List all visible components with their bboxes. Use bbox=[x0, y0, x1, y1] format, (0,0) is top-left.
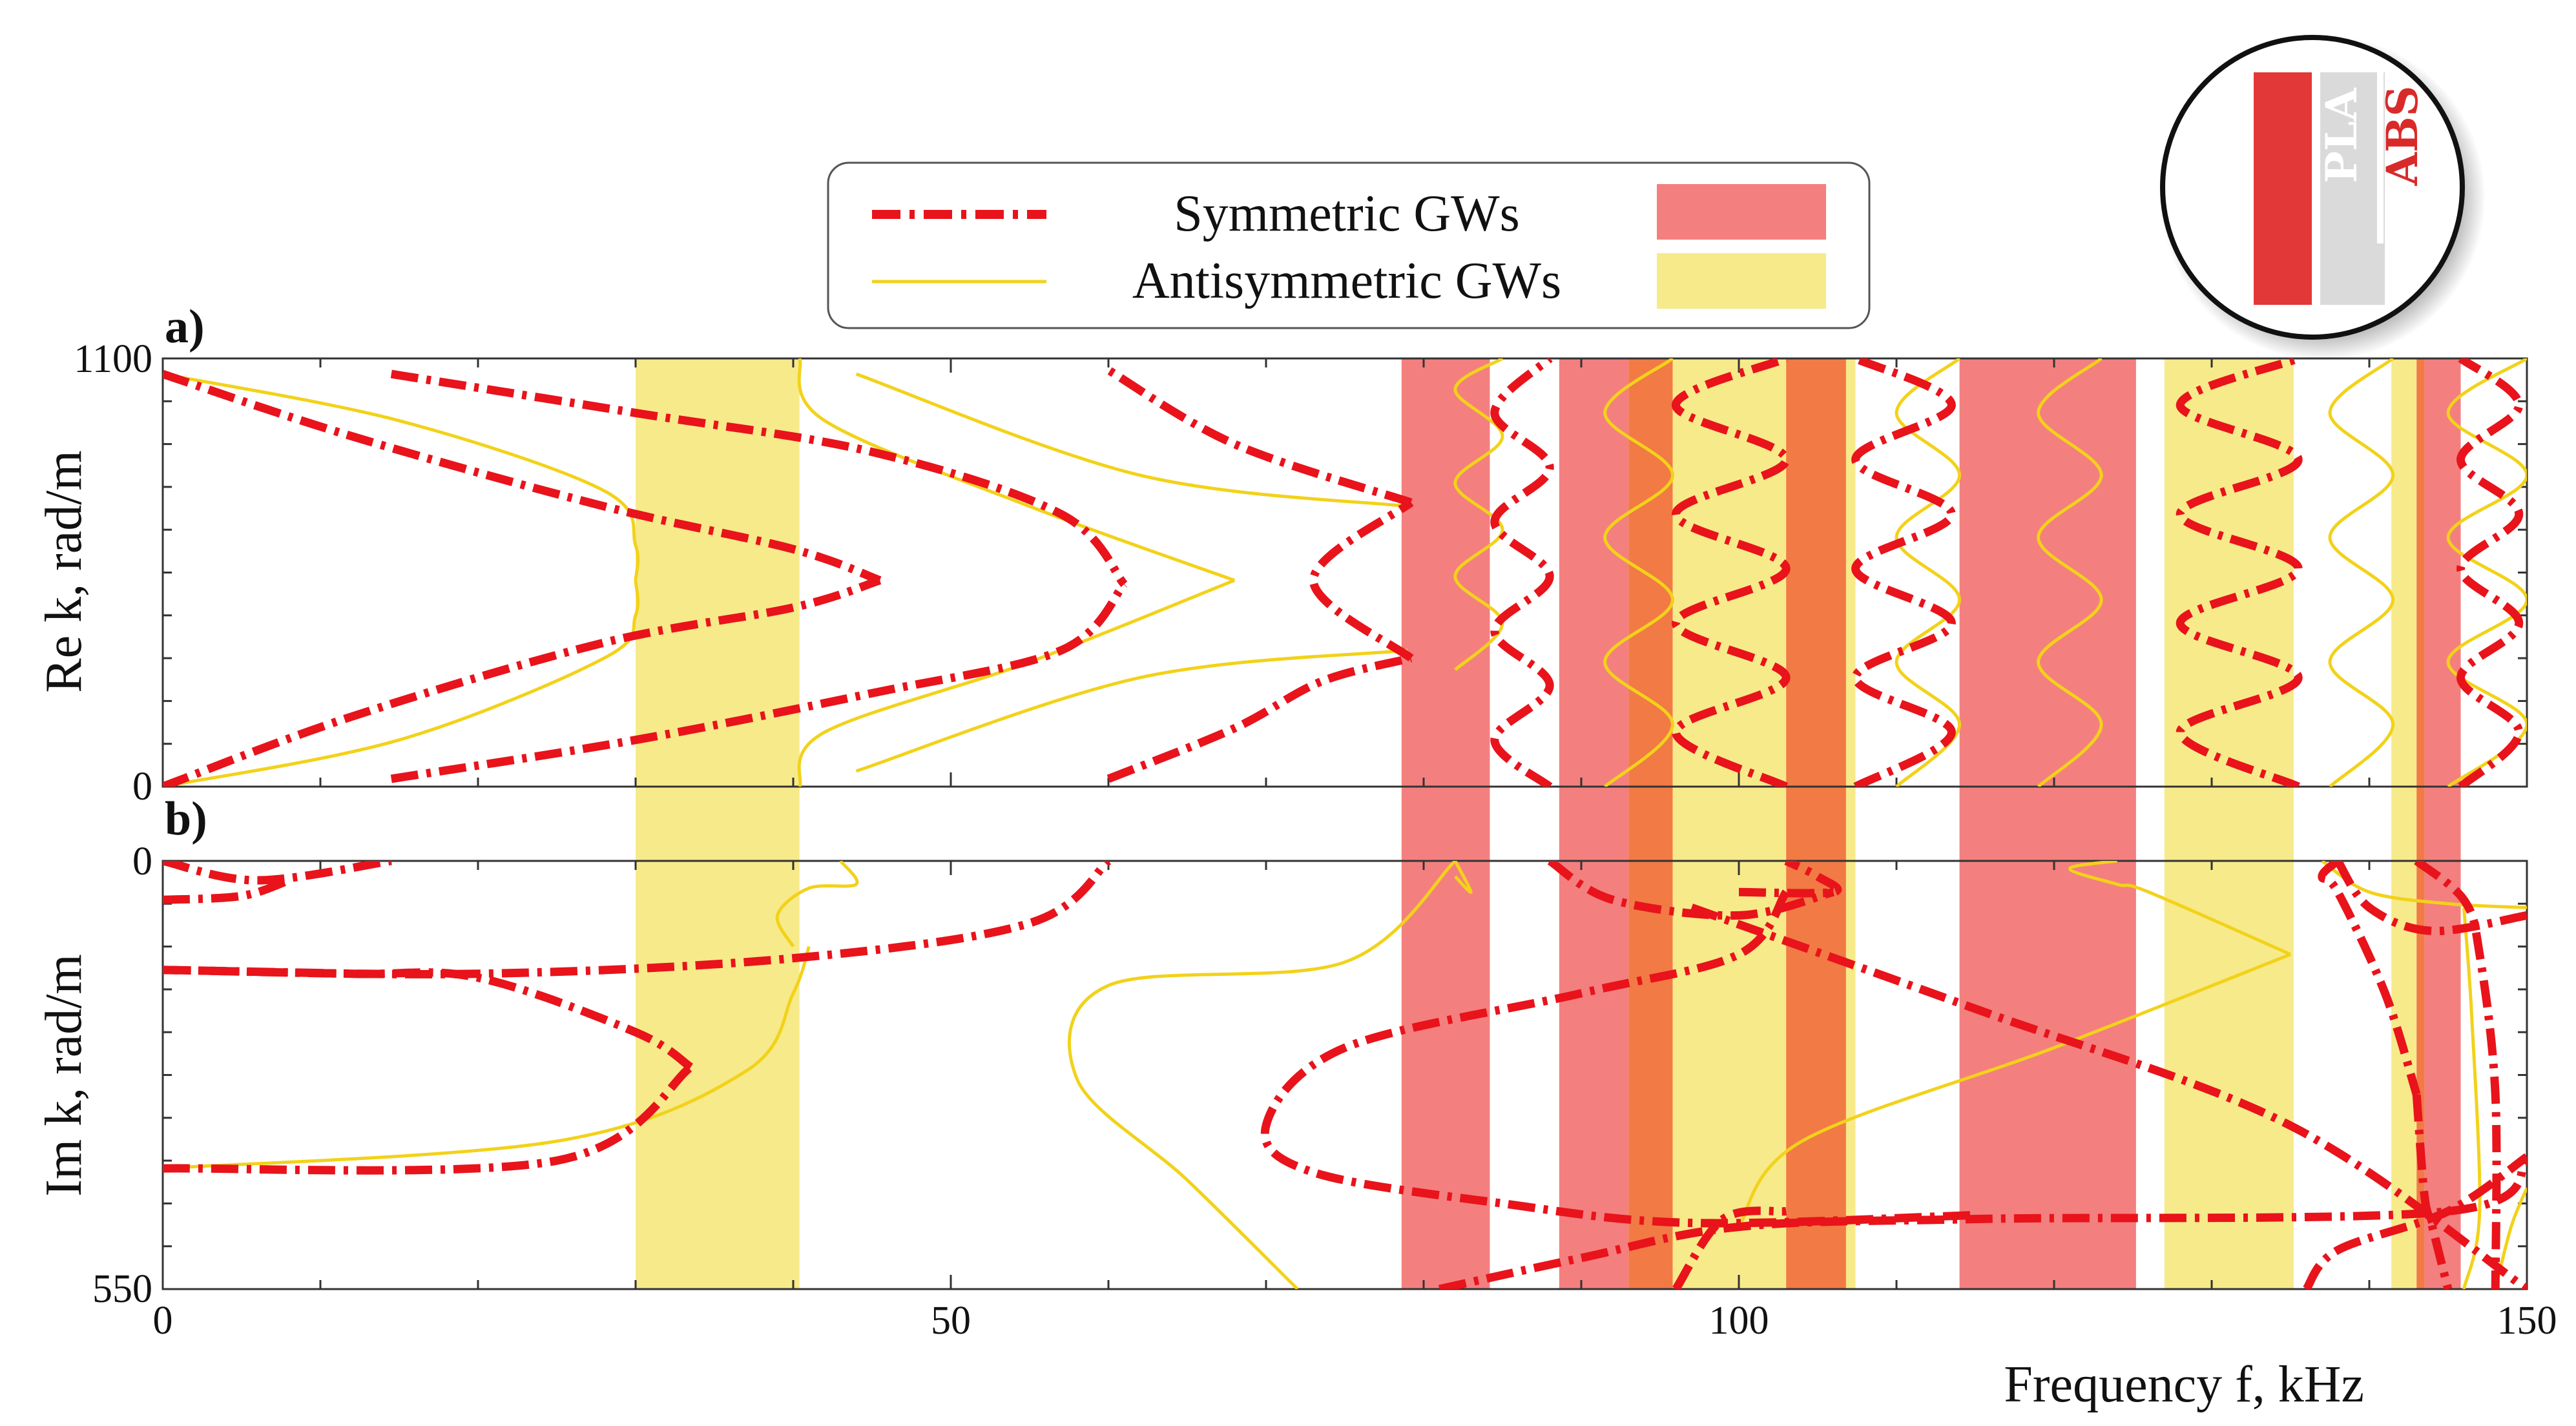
band-antisymmetric-6 bbox=[1845, 358, 1856, 1289]
panel-b-symmetric-curve-15 bbox=[1672, 1206, 1787, 1289]
panel-a-antisymmetric-curve-16 bbox=[855, 648, 1408, 773]
abs-label: ABS bbox=[2377, 86, 2427, 187]
panel-b-symmetric-curve-11 bbox=[2334, 861, 2527, 936]
panel-a-symmetric-curve-1 bbox=[163, 369, 882, 584]
legend-antisymmetric-label: Antisymmetric GWs bbox=[1132, 253, 1561, 309]
panel-a-antisymmetric-curve-21 bbox=[2037, 358, 2103, 787]
panel-a-symmetric-curve-6 bbox=[1106, 366, 1413, 507]
panel-a-antisymmetric-curve-13 bbox=[163, 372, 640, 581]
b-ytick-top: 0 bbox=[132, 840, 152, 884]
panel-a-antisymmetric-curve-14 bbox=[797, 579, 1236, 787]
panel-a-symmetric-curve-11 bbox=[2457, 358, 2524, 787]
b-ytick-bottom: 550 bbox=[92, 1267, 152, 1311]
panel-b-symmetric-curve-5 bbox=[1260, 889, 1976, 1228]
panel-a bbox=[161, 357, 2528, 788]
panel-b-antisymmetric-curve-18 bbox=[1067, 861, 1457, 1289]
panel-a-symmetric-curve-10 bbox=[2176, 358, 2303, 787]
panel-a-symmetric-curve-8 bbox=[1671, 358, 1791, 787]
band-symmetric-2 bbox=[1559, 358, 1629, 1289]
band-symmetric-11 bbox=[2424, 358, 2461, 1289]
a-ytick-bottom: 0 bbox=[132, 765, 152, 809]
panel-a-antisymmetric-curve-19 bbox=[1603, 358, 1674, 787]
band-symmetric-7 bbox=[1959, 358, 2136, 1289]
band-overlap-3 bbox=[1628, 358, 1673, 1289]
panel-b-antisymmetric-curve-17 bbox=[775, 861, 859, 947]
pla-layer bbox=[2254, 72, 2312, 305]
abs-layer bbox=[2320, 72, 2385, 305]
panel-a-antisymmetric-curve-15 bbox=[797, 358, 1236, 582]
panel-a-antisymmetric-curve-12 bbox=[163, 580, 640, 787]
panel-b-tag: b) bbox=[165, 792, 207, 845]
panel-b-symmetric-curve-0 bbox=[163, 861, 392, 885]
panel-b-symmetric-curve-7 bbox=[1547, 861, 1835, 920]
panel-a-symmetric-curve-7 bbox=[1490, 358, 1554, 787]
a-ylabel: Re k, rad/m bbox=[36, 450, 92, 692]
b-ylabel: Im k, rad/m bbox=[36, 954, 92, 1196]
inset-circle bbox=[2160, 35, 2465, 340]
panel-b-antisymmetric-curve-20 bbox=[1737, 953, 2291, 1228]
panel-b-symmetric-curve-3 bbox=[163, 1064, 694, 1175]
panel-a-symmetric-curve-3 bbox=[390, 369, 1128, 587]
pla-label: PLA bbox=[2316, 88, 2367, 183]
legend-symmetric-band-swatch bbox=[1657, 184, 1826, 240]
panel-b-symmetric-curve-8 bbox=[1738, 861, 1842, 898]
panel-b-symmetric-curve-12 bbox=[2414, 861, 2501, 1289]
panel-b-symmetric-curve-4 bbox=[163, 966, 694, 1071]
panel-a-symmetric-curve-5 bbox=[1309, 499, 1414, 662]
panel-a-symmetric-curve-9 bbox=[1851, 358, 1956, 787]
band-overlap-5 bbox=[1786, 358, 1846, 1289]
xtick-50: 50 bbox=[931, 1299, 971, 1343]
panel-a-symmetric-curve-0 bbox=[163, 576, 882, 787]
x-axis-title: Frequency f, kHz bbox=[2004, 1356, 2364, 1413]
panel-a-curves bbox=[163, 358, 2527, 787]
band-overlap-10 bbox=[2416, 358, 2425, 1289]
panel-a-antisymmetric-curve-23 bbox=[2446, 358, 2527, 787]
legend-symmetric-label: Symmetric GWs bbox=[1174, 185, 1519, 242]
panel-b-antisymmetric-curve-23 bbox=[2462, 907, 2482, 1289]
band-layer bbox=[636, 358, 2461, 1289]
panel-a-antisymmetric-curve-22 bbox=[2328, 358, 2395, 787]
panel-b-symmetric-curve-6 bbox=[1439, 1157, 2527, 1289]
band-antisymmetric-4 bbox=[1672, 358, 1787, 1289]
band-symmetric-1 bbox=[1401, 358, 1490, 1289]
band-antisymmetric-9 bbox=[2391, 358, 2417, 1289]
panel-b-symmetric-curve-13 bbox=[2318, 861, 2421, 1096]
panel-a-antisymmetric-curve-17 bbox=[855, 372, 1408, 508]
interface-line bbox=[2377, 72, 2384, 243]
panel-b-curves bbox=[163, 861, 2527, 1289]
legend: Symmetric GWs Antisymmetric GWs bbox=[827, 161, 1871, 329]
xtick-100: 100 bbox=[1709, 1299, 1769, 1343]
legend-antisymmetric-band-swatch bbox=[1657, 253, 1826, 309]
panel-b-symmetric-curve-10 bbox=[2302, 1153, 2527, 1289]
panel-b bbox=[161, 860, 2528, 1290]
legend-box bbox=[827, 161, 1871, 329]
panel-b-symmetric-curve-1 bbox=[163, 876, 291, 904]
panel-b-ticks bbox=[161, 861, 2528, 1289]
panel-b-antisymmetric-curve-16 bbox=[163, 946, 811, 1170]
panel-a-symmetric-curve-4 bbox=[1106, 654, 1413, 783]
a-ytick-top: 1100 bbox=[74, 337, 152, 381]
panel-b-antisymmetric-curve-19 bbox=[1453, 861, 1473, 894]
panel-b-symmetric-curve-14 bbox=[2412, 1094, 2453, 1289]
panel-a-symmetric-curve-2 bbox=[390, 581, 1128, 783]
panel-a-tag: a) bbox=[165, 300, 205, 353]
xtick-150: 150 bbox=[2497, 1299, 2557, 1343]
band-antisymmetric-0 bbox=[636, 358, 800, 1289]
band-antisymmetric-8 bbox=[2164, 358, 2294, 1289]
xtick-0: 0 bbox=[153, 1299, 173, 1343]
material-inset: PLA ABS bbox=[2160, 35, 2486, 360]
panel-a-antisymmetric-curve-20 bbox=[1895, 358, 1962, 787]
panel-b-antisymmetric-curve-21 bbox=[2068, 861, 2292, 956]
